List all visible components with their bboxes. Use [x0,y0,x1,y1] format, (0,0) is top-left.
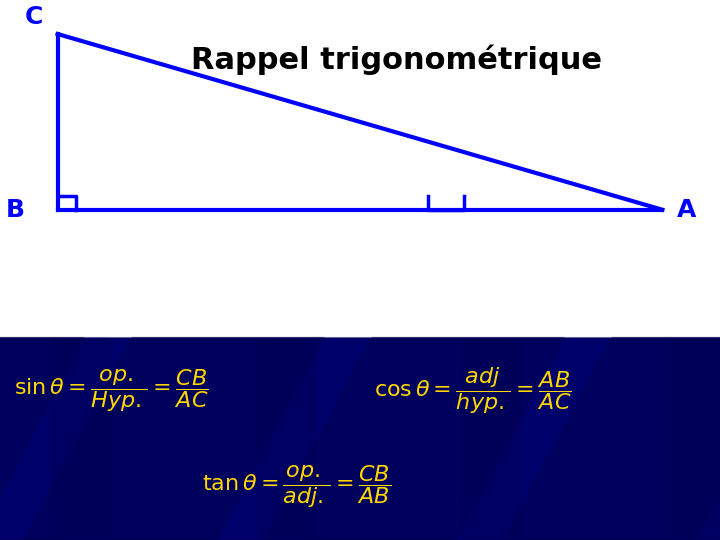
Polygon shape [504,338,720,540]
Text: $\cos\theta = \dfrac{adj}{hyp.} = \dfrac{AB}{AC}$: $\cos\theta = \dfrac{adj}{hyp.} = \dfrac… [374,366,572,416]
Text: B: B [6,198,25,222]
Text: A: A [677,198,696,222]
Polygon shape [0,338,84,540]
Text: Rappel trigonométrique: Rappel trigonométrique [191,45,601,75]
Text: $\sin\theta = \dfrac{op.}{Hyp.} = \dfrac{CB}{AC}$: $\sin\theta = \dfrac{op.}{Hyp.} = \dfrac… [14,367,209,414]
Polygon shape [0,338,324,540]
Polygon shape [24,338,564,540]
Polygon shape [264,338,720,540]
Polygon shape [51,338,109,540]
Polygon shape [257,338,315,540]
Text: $\tan\theta = \dfrac{op.}{adj.} = \dfrac{CB}{AB}$: $\tan\theta = \dfrac{op.}{adj.} = \dfrac… [202,463,391,510]
Polygon shape [669,338,720,540]
Text: C: C [24,5,43,29]
Bar [0,338,720,540]
Polygon shape [463,338,521,540]
